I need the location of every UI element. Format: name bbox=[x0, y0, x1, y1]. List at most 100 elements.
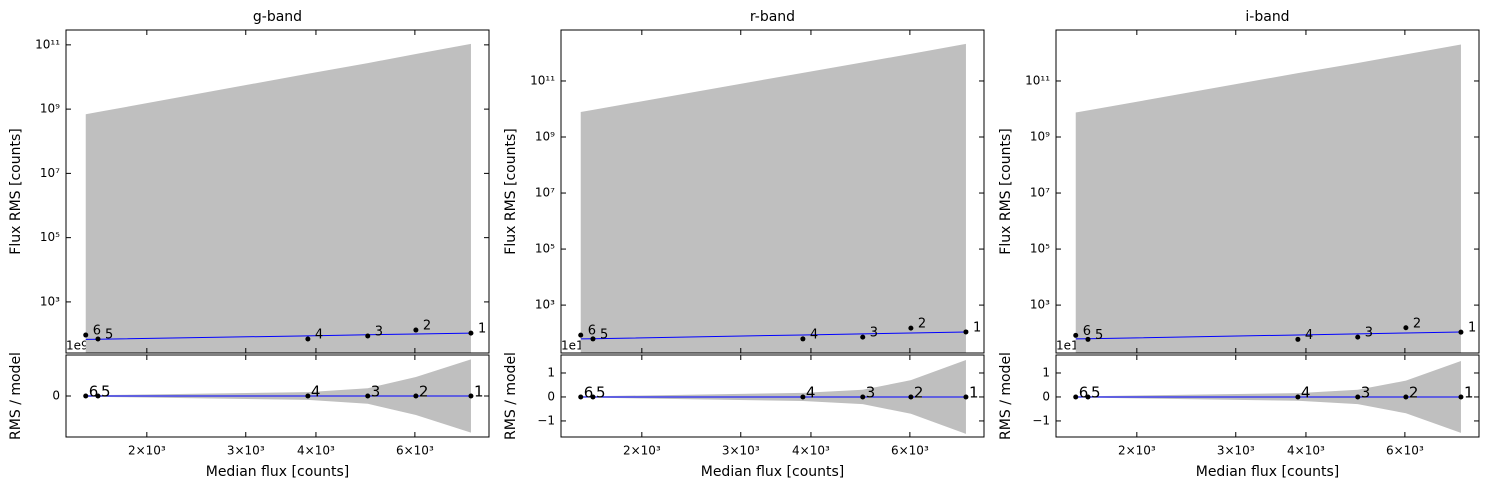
y-tick-label: 10⁹ bbox=[535, 130, 555, 144]
y-tick-label: 0 bbox=[547, 389, 555, 403]
residual-point-label: 5 bbox=[1091, 383, 1101, 401]
residual-point-label: 3 bbox=[866, 383, 876, 401]
x-axis-label: Median flux [counts] bbox=[206, 464, 350, 480]
point-label: 4 bbox=[810, 327, 818, 342]
residual-point bbox=[1073, 394, 1079, 400]
residual-point bbox=[800, 394, 806, 400]
residual-point bbox=[413, 393, 419, 399]
point-label: 1 bbox=[478, 322, 486, 337]
point bbox=[413, 327, 419, 333]
point bbox=[1073, 332, 1079, 338]
x-tick-label: 6×10³ bbox=[1386, 444, 1424, 458]
point-label: 5 bbox=[600, 327, 608, 342]
point bbox=[963, 329, 969, 335]
x-tick-label: 2×10³ bbox=[623, 444, 661, 458]
residual-point bbox=[963, 394, 969, 400]
residual-point bbox=[95, 393, 101, 399]
point bbox=[1355, 334, 1361, 340]
x-tick-label: 4×10³ bbox=[297, 444, 335, 458]
x-tick-label: 3×10³ bbox=[722, 444, 760, 458]
axes-frame bbox=[65, 29, 490, 354]
point-label: 2 bbox=[423, 319, 431, 334]
residual-point-label: 6 bbox=[1079, 383, 1089, 401]
residual-point-label: 4 bbox=[1301, 383, 1311, 401]
point-label: 1 bbox=[1468, 321, 1476, 336]
x-tick-label: 4×10³ bbox=[792, 444, 830, 458]
axes-frame bbox=[560, 29, 985, 354]
point-label: 3 bbox=[870, 326, 878, 341]
x-tick-label: 3×10³ bbox=[227, 444, 265, 458]
residual-point-label: 2 bbox=[1409, 383, 1419, 401]
residual-point bbox=[860, 394, 866, 400]
point bbox=[590, 336, 596, 342]
point-label: 6 bbox=[1083, 324, 1091, 339]
point-label: 3 bbox=[375, 324, 383, 339]
y-tick-label: 1 bbox=[547, 365, 555, 379]
rms-band bbox=[85, 43, 471, 353]
point bbox=[365, 333, 371, 339]
point-label: 5 bbox=[1095, 328, 1103, 343]
residual-point bbox=[1458, 394, 1464, 400]
y-tick-label: 10⁷ bbox=[1030, 186, 1050, 200]
residual-point bbox=[365, 393, 371, 399]
point bbox=[908, 325, 914, 331]
x-tick-label: 2×10³ bbox=[128, 444, 166, 458]
point-label: 2 bbox=[1413, 316, 1421, 331]
residual-point-label: 5 bbox=[101, 383, 111, 401]
y-tick-label: 0 bbox=[1042, 389, 1050, 403]
y-tick-label: 10¹¹ bbox=[530, 73, 555, 87]
residual-point-label: 4 bbox=[311, 383, 321, 401]
point-label: 5 bbox=[105, 328, 113, 343]
residual-point-label: 1 bbox=[969, 383, 979, 401]
axes-frame bbox=[1055, 29, 1480, 354]
point-label: 3 bbox=[1365, 326, 1373, 341]
residual-point bbox=[1355, 394, 1361, 400]
y-tick-label: 10⁵ bbox=[1030, 242, 1050, 256]
y-tick-label: 10³ bbox=[1030, 298, 1050, 312]
residual-point-label: 3 bbox=[371, 383, 381, 401]
y-tick-label: 10⁵ bbox=[535, 242, 555, 256]
y-axis-label: Flux RMS [counts] bbox=[8, 128, 24, 254]
residual-point-label: 6 bbox=[584, 383, 594, 401]
point-label: 2 bbox=[918, 317, 926, 332]
x-axis-label: Median flux [counts] bbox=[701, 464, 845, 480]
residual-point-label: 2 bbox=[914, 383, 924, 401]
y-tick-label: −1 bbox=[1032, 413, 1050, 427]
y-tick-label: 10⁹ bbox=[1030, 130, 1050, 144]
y-axis-label: Flux RMS [counts] bbox=[998, 128, 1014, 254]
panel: i-band Flux RMS [counts] RMS / model Median… bbox=[998, 9, 1480, 480]
point-label: 4 bbox=[1305, 328, 1313, 343]
point bbox=[1458, 329, 1464, 335]
y-tick-label: −1 bbox=[537, 413, 555, 427]
x-tick-label: 2×10³ bbox=[1118, 444, 1156, 458]
panel-title: i-band bbox=[1245, 9, 1289, 25]
y-axis-label: RMS / model bbox=[503, 352, 519, 440]
rms-band bbox=[580, 43, 966, 353]
point bbox=[860, 334, 866, 340]
y-axis-label: RMS / model bbox=[998, 352, 1014, 440]
y-tick-label: 1 bbox=[1042, 365, 1050, 379]
point-label: 4 bbox=[315, 328, 323, 343]
point bbox=[305, 336, 311, 342]
y-tick-label: 10⁵ bbox=[40, 230, 60, 244]
residual-point bbox=[1403, 394, 1409, 400]
residual-point bbox=[1085, 394, 1091, 400]
residual-point-label: 1 bbox=[1464, 383, 1474, 401]
offset-text: 1e9 bbox=[66, 339, 89, 353]
rms-band bbox=[1075, 44, 1461, 353]
point bbox=[800, 336, 806, 342]
residual-point bbox=[908, 394, 914, 400]
point bbox=[95, 336, 101, 342]
point bbox=[578, 332, 584, 338]
residual-point bbox=[590, 394, 596, 400]
residual-point-label: 2 bbox=[419, 383, 429, 401]
y-tick-label: 10³ bbox=[40, 294, 60, 308]
residual-point-label: 5 bbox=[596, 383, 606, 401]
y-tick-label: 10¹¹ bbox=[1025, 73, 1050, 87]
panel: g-band Flux RMS [counts] RMS / model Median… bbox=[8, 9, 490, 480]
y-tick-label: 10³ bbox=[535, 298, 555, 312]
residual-point bbox=[83, 393, 89, 399]
x-axis-label: Median flux [counts] bbox=[1196, 464, 1340, 480]
residual-point-label: 6 bbox=[89, 383, 99, 401]
